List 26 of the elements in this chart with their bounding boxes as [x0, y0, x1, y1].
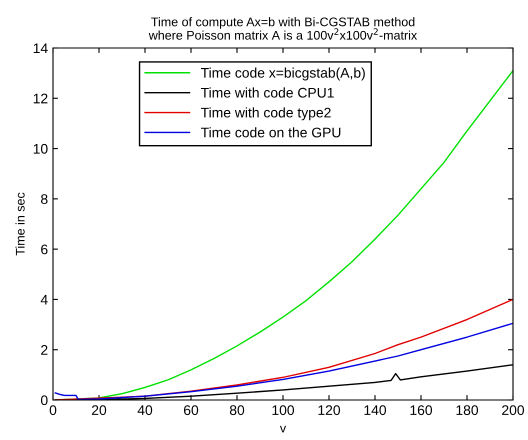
legend-label: Time code x=bicgstab(A,b) — [200, 68, 365, 80]
chart-title: Time of compute Ax=b with Bi-CGSTAB method where Poisson matrix A is a 100v$^{2}$x100v$^{2}$-matrix — [148, 17, 418, 40]
x-tick-label: 60 — [184, 405, 198, 416]
x-tick-label: 100 — [272, 405, 294, 416]
x-tick-label: 40 — [138, 405, 152, 416]
x-tick-label: 80 — [230, 405, 244, 416]
x-axis-title: v — [280, 426, 286, 432]
y-tick-label: 4 — [40, 294, 48, 304]
x-tick-label: 20 — [92, 405, 106, 416]
legend-label: Time code on the GPU — [200, 127, 340, 138]
y-tick-label: 14 — [34, 43, 48, 54]
x-tick-label: 120 — [318, 405, 340, 416]
x-tick-label: 160 — [410, 405, 432, 416]
y-axis-title: Time in sec — [15, 192, 25, 256]
legend-label: Time with code type2 — [200, 107, 331, 120]
y-tick-label: 12 — [34, 94, 48, 104]
y-tick-label: 10 — [34, 144, 48, 154]
legend-label: Time with code CPU1 — [200, 87, 334, 98]
y-tick-label: 0 — [40, 395, 48, 406]
y-tick-label: 2 — [41, 345, 48, 355]
y-tick-label: 6 — [41, 244, 48, 254]
y-tick-label: 8 — [41, 194, 48, 204]
x-tick-label: 0 — [50, 405, 56, 416]
x-tick-label: 200 — [502, 405, 524, 416]
x-tick-label: 140 — [364, 405, 386, 416]
x-tick-label: 180 — [456, 405, 478, 416]
